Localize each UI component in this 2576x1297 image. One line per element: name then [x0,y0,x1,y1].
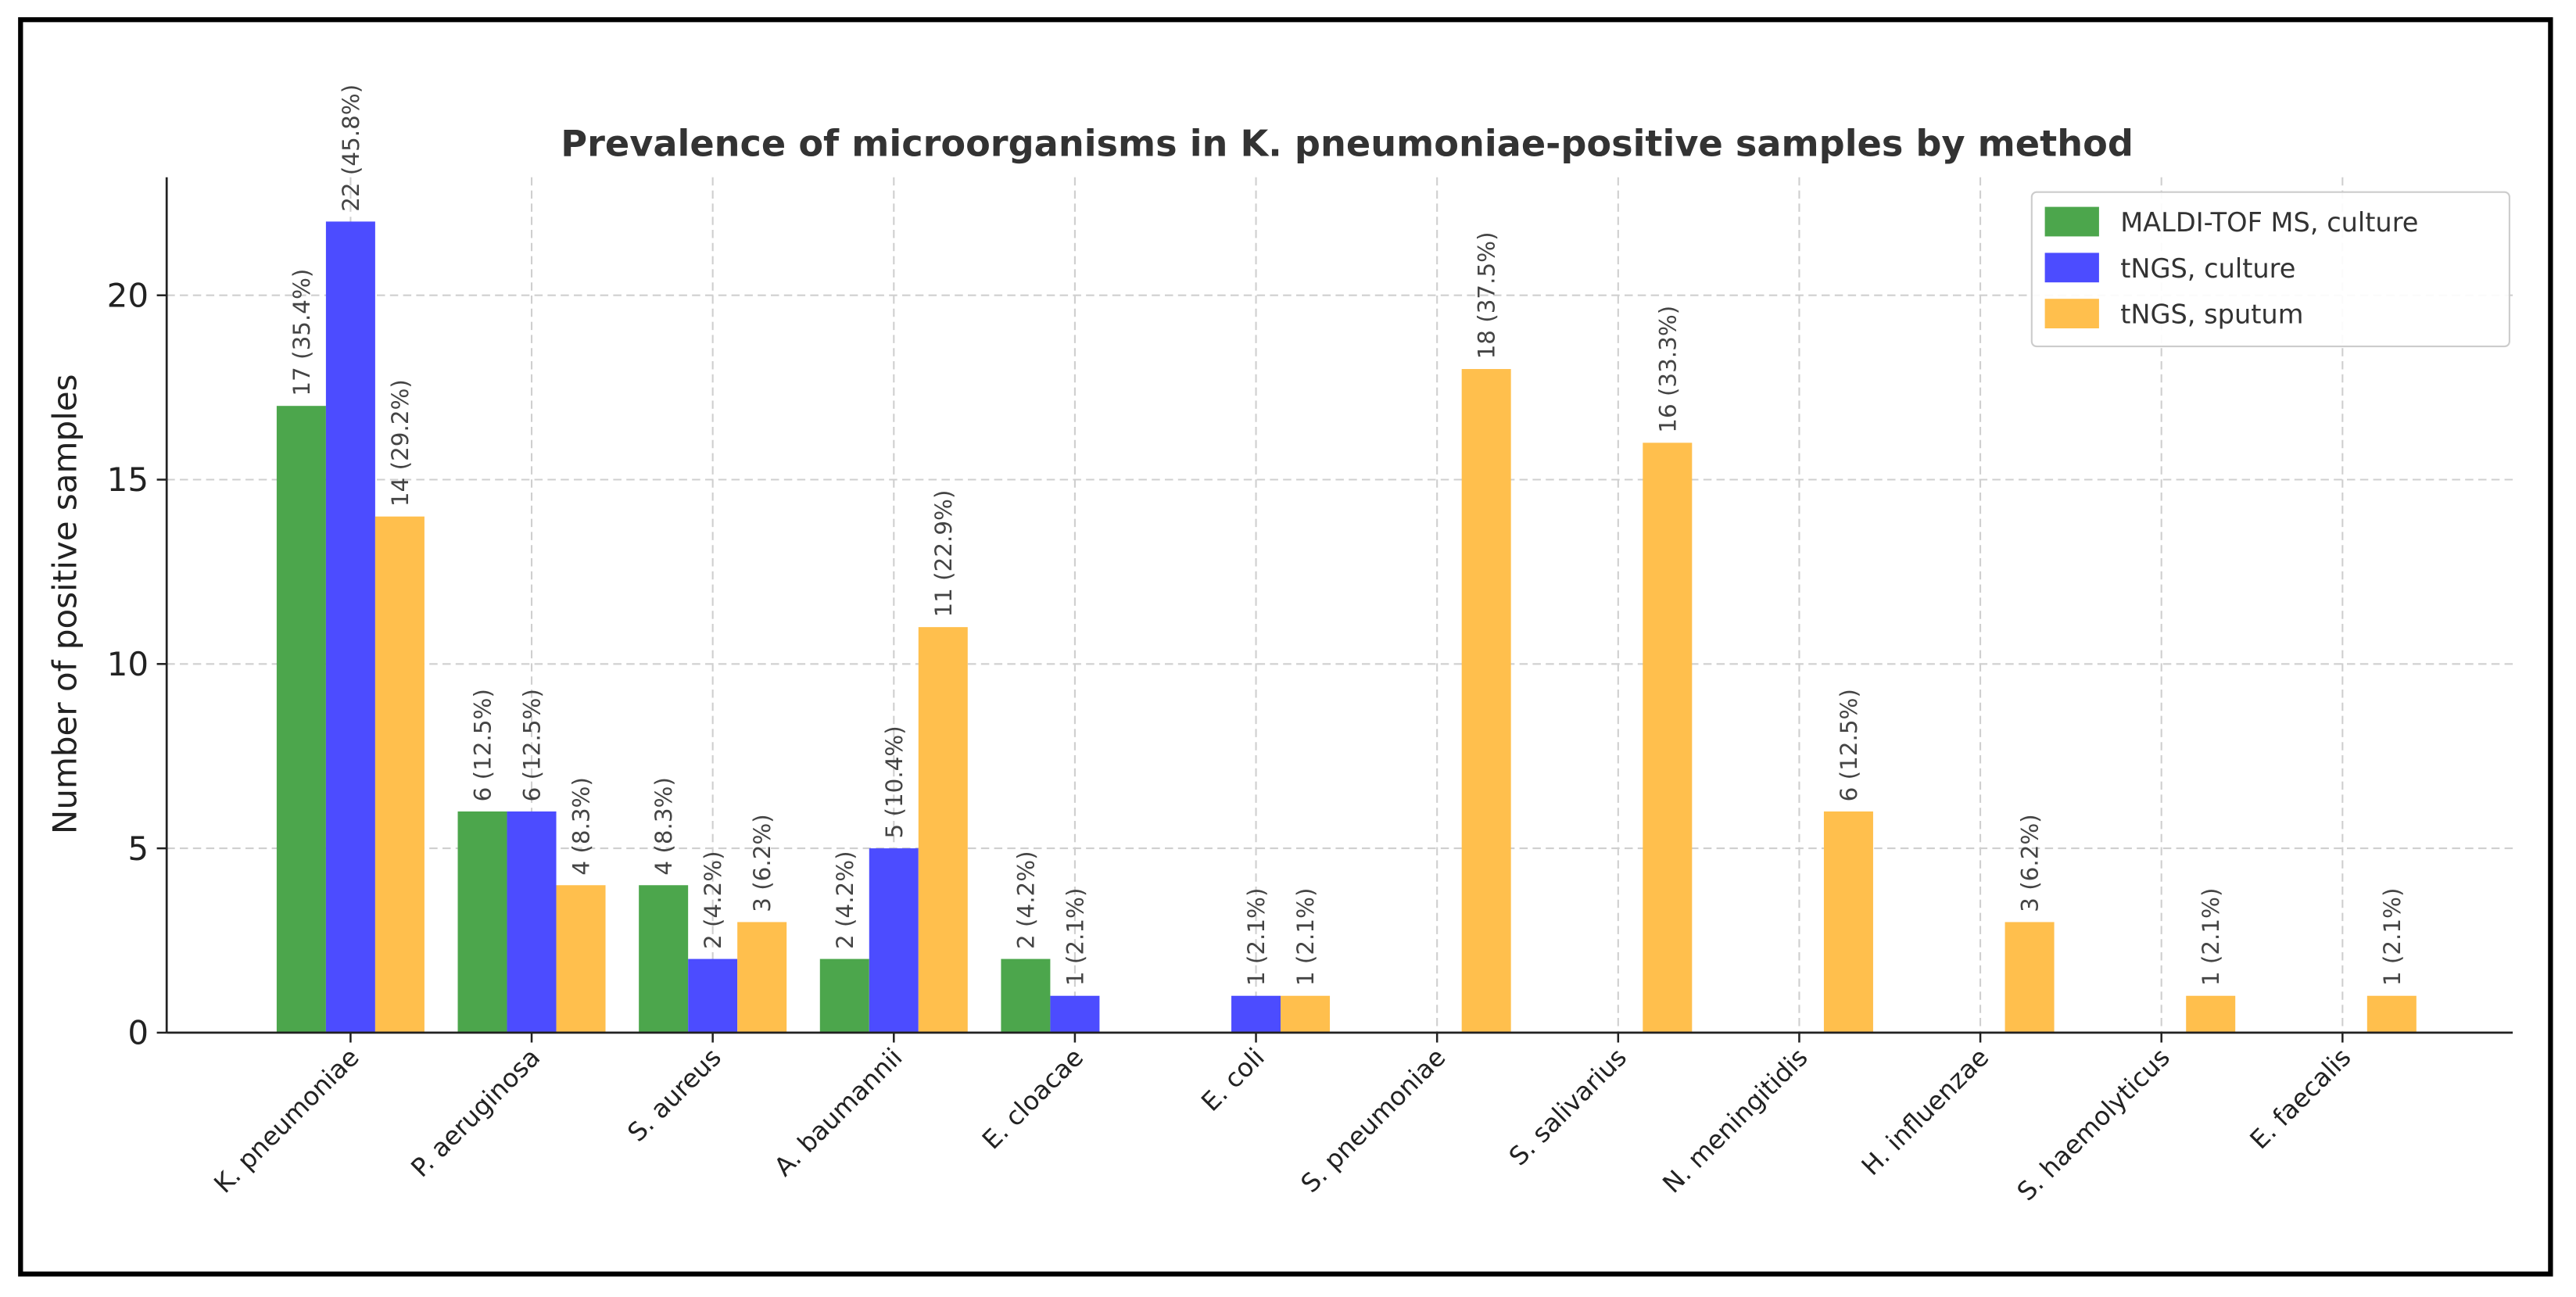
legend-label: tNGS, sputum [2120,299,2303,330]
legend-label: tNGS, culture [2120,253,2295,284]
bar [276,406,326,1033]
legend-box [2030,191,2510,348]
bar [2186,995,2236,1033]
bar-value-label: 1 (2.1%) [2379,888,2406,987]
bar-value-label: 17 (35.4%) [288,269,315,396]
bar-value-label: 3 (6.2%) [2017,814,2044,912]
bar-value-label: 16 (33.3%) [1654,306,1681,433]
bar-value-label: 5 (10.4%) [881,726,908,838]
bar-value-label: 11 (22.9%) [930,490,957,618]
bar-value-label: 3 (6.2%) [749,814,776,912]
bar [325,221,375,1033]
bar [2366,995,2417,1033]
chart-title: Prevalence of microorganisms in K. pneum… [561,122,2134,164]
bar-value-label: 1 (2.1%) [1062,888,1088,987]
y-ticks: 0 5 10 15 20 [107,276,167,1052]
bar-value-label: 4 (8.3%) [650,777,677,876]
bar [1001,958,1051,1033]
y-tick-label: 0 [127,1014,149,1052]
bar [1643,442,1693,1033]
y-tick-label: 10 [107,645,149,683]
bar-value-label: 4 (8.3%) [568,777,595,876]
y-tick-label: 20 [107,276,149,314]
legend-swatch [2044,206,2099,237]
legend-swatch [2044,253,2099,283]
bar [1050,995,1100,1033]
bar-value-label: 6 (12.5%) [470,689,496,801]
bar [1461,369,1511,1033]
bar [556,885,606,1033]
legend: MALDI-TOF MS, culture tNGS, culture tNGS, … [2030,191,2510,348]
y-tick-label: 5 [127,829,149,868]
bar [1231,995,1281,1033]
bars [276,221,2417,1033]
bar [688,958,738,1033]
bar-value-label: 2 (4.2%) [1012,851,1039,949]
y-tick-label: 15 [107,460,149,499]
bar [457,811,507,1033]
bar [374,516,425,1033]
bar [918,627,968,1033]
bar [869,848,919,1033]
bar [639,885,689,1033]
bar-value-label: 18 (37.5%) [1474,231,1500,359]
axes [165,177,2513,1034]
bar [1281,995,1331,1033]
bar [2005,922,2055,1033]
bar [1823,811,1873,1033]
bar [819,958,869,1033]
bar-value-label: 6 (12.5%) [519,689,546,801]
bar-labels: 17 (35.4%) 6 (12.5%) 4 (8.3%) 2 (4.2%) 2 (4.… [288,84,2406,986]
bar-value-label: 2 (4.2%) [700,851,726,949]
y-axis-label: Number of positive samples [46,374,84,835]
bar-value-label: 2 (4.2%) [832,851,858,949]
legend-swatch [2044,299,2099,328]
bar-value-label: 14 (29.2%) [387,379,414,507]
gridlines [167,177,2513,1033]
bar-value-label: 1 (2.1%) [1243,888,1270,987]
legend-label: MALDI-TOF MS, culture [2120,207,2418,238]
bar [737,922,787,1033]
bar-value-label: 22 (45.8%) [338,84,364,212]
bar [507,811,557,1033]
bar-value-label: 6 (12.5%) [1836,689,1862,801]
bar-value-label: 1 (2.1%) [2198,888,2224,987]
bar-value-label: 1 (2.1%) [1292,888,1319,987]
